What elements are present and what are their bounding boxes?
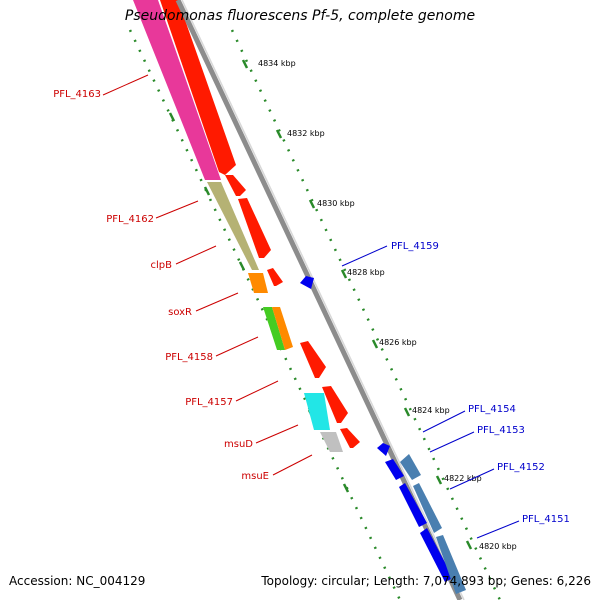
forward-gene-track (160, 0, 360, 448)
genome-summary-text: Topology: circular; Length: 7,074,893 bp… (261, 574, 591, 588)
gene-msuE-feature[interactable] (320, 432, 343, 452)
genome-backbone-highlight (181, 0, 465, 600)
gene-clpB-feature[interactable] (248, 273, 268, 293)
forward-gene-arrow[interactable] (225, 175, 246, 196)
reverse-gene-arrow[interactable] (300, 276, 314, 289)
reverse-label-leaders (341, 245, 520, 539)
gene-pfl4158-feature[interactable] (272, 307, 293, 350)
kbp-tick-label: 4820 kbp (479, 542, 517, 551)
gene-pfl4163-feature[interactable] (133, 0, 221, 180)
reverse-gene-arrow[interactable] (377, 443, 390, 456)
reverse-gene-arrow[interactable] (385, 459, 404, 480)
kbp-tick-label: 4834 kbp (258, 59, 296, 68)
kbp-tick-label: 4832 kbp (287, 129, 325, 138)
gene-label-pfl4162[interactable]: PFL_4162 (106, 214, 154, 225)
gene-label-pfl4157[interactable]: PFL_4157 (185, 397, 233, 408)
gene-label-pfl4154[interactable]: PFL_4154 (468, 404, 516, 415)
reverse-gene-arrow[interactable] (420, 528, 453, 582)
gene-soxR-feature[interactable] (263, 307, 285, 350)
gene-label-msue[interactable]: msuE (241, 471, 269, 482)
reverse-gene-arrow-alt[interactable] (413, 483, 442, 533)
kbp-tick-label: 4828 kbp (347, 268, 385, 277)
forward-gene-arrow[interactable] (340, 428, 360, 448)
reverse-gene-track (300, 276, 466, 594)
reverse-gene-arrow-alt[interactable] (436, 535, 466, 594)
forward-gene-arrow[interactable] (238, 198, 271, 258)
gene-msuD-feature[interactable] (304, 393, 330, 430)
gene-pfl4162-feature[interactable] (207, 182, 259, 270)
kbp-tick-label: 4822 kbp (444, 474, 482, 483)
gene-label-msud[interactable]: msuD (224, 439, 253, 450)
gene-label-clpb[interactable]: clpB (151, 260, 173, 271)
accession-text: Accession: NC_004129 (9, 574, 146, 588)
reverse-gene-arrow-alt[interactable] (400, 454, 421, 480)
forward-gene-arrow[interactable] (160, 0, 236, 175)
map-title: Pseudomonas fluorescens Pf-5, complete g… (124, 8, 476, 24)
kbp-tick-label: 4830 kbp (317, 199, 355, 208)
gene-label-pfl4163[interactable]: PFL_4163 (53, 89, 101, 100)
feature-track-outer (133, 0, 343, 452)
gene-label-pfl4152[interactable]: PFL_4152 (497, 462, 545, 473)
right-major-ticks (241, 59, 473, 550)
forward-gene-arrow[interactable] (322, 386, 348, 423)
forward-gene-arrow[interactable] (267, 268, 283, 286)
reverse-gene-arrow[interactable] (399, 483, 427, 527)
kbp-tick-label: 4826 kbp (379, 338, 417, 347)
gene-label-pfl4159[interactable]: PFL_4159 (391, 241, 439, 252)
gene-label-pfl4153[interactable]: PFL_4153 (477, 425, 525, 436)
gene-label-pfl4151[interactable]: PFL_4151 (522, 514, 570, 525)
gene-label-soxr[interactable]: soxR (168, 307, 192, 318)
gene-label-pfl4158[interactable]: PFL_4158 (165, 352, 213, 363)
forward-gene-arrow[interactable] (300, 341, 326, 378)
kbp-tick-label: 4824 kbp (412, 406, 450, 415)
forward-label-leaders (102, 74, 313, 476)
